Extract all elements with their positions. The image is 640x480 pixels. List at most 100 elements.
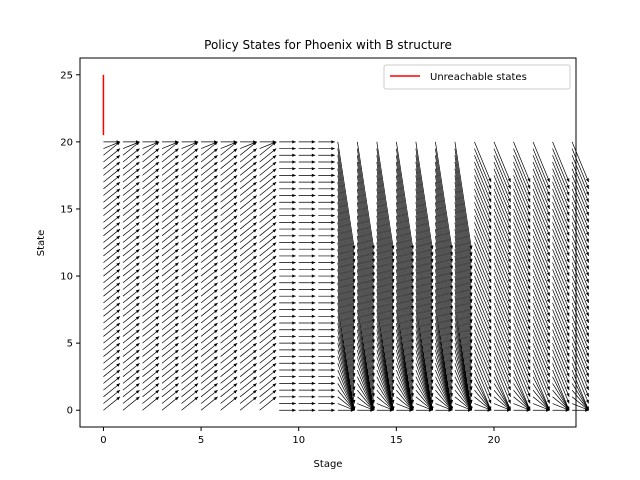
policy-arrow xyxy=(571,195,590,236)
policy-arrow xyxy=(532,302,550,344)
policy-arrow xyxy=(376,168,395,277)
policy-arrow xyxy=(318,274,335,278)
policy-arrow xyxy=(337,222,356,330)
policy-arrow xyxy=(532,282,550,324)
policy-arrow xyxy=(474,363,492,404)
policy-arrow xyxy=(161,336,179,351)
policy-arrow xyxy=(376,188,395,297)
policy-arrow xyxy=(161,316,179,330)
policy-arrow xyxy=(493,363,511,404)
policy-arrow xyxy=(318,287,335,292)
policy-arrow xyxy=(181,222,199,237)
policy-arrow xyxy=(220,362,238,377)
policy-arrow xyxy=(200,188,218,203)
policy-arrow xyxy=(318,227,335,231)
policy-arrow xyxy=(415,255,434,364)
policy-arrow xyxy=(474,275,492,317)
policy-arrow xyxy=(122,222,140,237)
policy-arrow xyxy=(103,188,121,203)
policy-arrow xyxy=(279,281,296,285)
policy-arrow xyxy=(396,161,414,270)
policy-arrow xyxy=(356,229,375,337)
policy-arrow xyxy=(376,148,395,256)
policy-arrow xyxy=(181,175,199,190)
policy-arrow xyxy=(493,242,511,283)
policy-arrow xyxy=(318,301,335,305)
policy-arrow xyxy=(103,155,121,169)
policy-arrow xyxy=(396,222,414,330)
policy-arrow xyxy=(220,148,238,163)
policy-arrow xyxy=(513,235,531,277)
policy-arrow xyxy=(318,200,335,204)
policy-arrow xyxy=(513,249,531,290)
policy-arrow xyxy=(142,322,160,337)
policy-arrow xyxy=(356,296,375,404)
policy-arrow xyxy=(513,161,531,203)
y-tick-label: 15 xyxy=(60,204,73,215)
policy-arrow xyxy=(279,254,296,258)
policy-arrow xyxy=(493,275,511,317)
policy-arrow xyxy=(532,255,550,297)
policy-arrow xyxy=(161,275,179,290)
policy-arrow xyxy=(318,214,335,218)
policy-arrow xyxy=(200,389,218,404)
policy-arrow xyxy=(103,161,121,176)
policy-arrow xyxy=(161,396,179,411)
policy-arrow xyxy=(122,282,140,297)
policy-arrow xyxy=(435,255,454,364)
policy-arrow xyxy=(279,274,296,278)
policy-arrow xyxy=(513,188,531,230)
policy-arrow xyxy=(318,361,335,365)
policy-arrow xyxy=(532,322,550,364)
policy-arrow xyxy=(239,369,257,384)
policy-arrow xyxy=(298,160,316,164)
policy-arrow xyxy=(474,242,492,283)
policy-arrow xyxy=(122,248,140,263)
policy-arrow xyxy=(200,228,218,243)
policy-arrow xyxy=(161,215,179,230)
policy-arrow xyxy=(259,215,277,230)
policy-arrow xyxy=(376,275,395,384)
policy-arrow xyxy=(279,180,296,184)
policy-arrow xyxy=(298,375,316,379)
policy-arrow xyxy=(396,195,414,303)
policy-arrow xyxy=(161,208,179,223)
policy-arrow xyxy=(474,155,492,196)
policy-arrow xyxy=(415,168,434,277)
policy-arrow xyxy=(142,289,160,304)
policy-arrow xyxy=(337,275,356,384)
policy-arrow xyxy=(161,322,179,337)
policy-arrow xyxy=(532,195,550,236)
policy-arrow xyxy=(356,262,375,371)
policy-arrow xyxy=(161,255,179,270)
policy-arrow xyxy=(318,146,335,151)
policy-arrow xyxy=(259,248,277,263)
policy-arrow xyxy=(552,155,570,196)
policy-arrow xyxy=(103,329,121,344)
policy-arrow xyxy=(181,161,199,176)
policy-arrow xyxy=(220,275,238,290)
policy-arrow xyxy=(552,161,570,203)
policy-arrow xyxy=(200,208,218,223)
policy-arrow xyxy=(200,376,218,391)
policy-arrow xyxy=(493,222,511,263)
policy-arrow xyxy=(103,356,121,371)
policy-arrow xyxy=(474,322,492,364)
policy-arrow xyxy=(181,362,199,377)
policy-arrow xyxy=(239,282,257,297)
policy-arrow xyxy=(356,188,375,297)
policy-arrow xyxy=(532,141,550,183)
policy-arrow xyxy=(318,368,335,372)
policy-arrow xyxy=(552,262,570,304)
policy-arrow xyxy=(552,222,570,263)
policy-arrow xyxy=(220,356,238,371)
policy-arrow xyxy=(181,155,199,169)
policy-arrow xyxy=(571,309,590,350)
policy-arrow xyxy=(571,282,590,324)
policy-arrow xyxy=(122,362,140,377)
policy-arrow xyxy=(376,296,395,404)
policy-arrow xyxy=(220,383,238,398)
policy-arrow xyxy=(571,349,590,391)
policy-arrow xyxy=(161,262,179,277)
policy-arrow xyxy=(220,302,238,317)
